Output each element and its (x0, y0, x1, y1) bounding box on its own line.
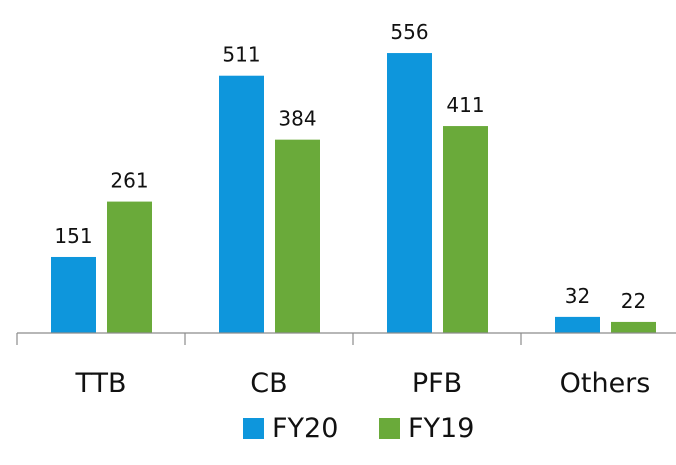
bar-fy19-others (611, 321, 656, 333)
bar-fy20-others (555, 316, 600, 333)
bar-fy20-pfb (387, 53, 432, 333)
category-label-ttb: TTB (74, 368, 126, 399)
data-label-fy19-cb: 384 (278, 107, 316, 131)
legend: FY20 FY19 (243, 413, 474, 444)
data-label-fy20-cb: 511 (222, 43, 260, 67)
data-label-fy19-ttb: 261 (110, 169, 148, 193)
bar-fy19-pfb (443, 126, 488, 334)
bar-fy19-cb (275, 139, 320, 333)
category-label-others: Others (560, 368, 651, 399)
bar-fy20-cb (219, 75, 264, 334)
legend-label-fy19: FY19 (408, 413, 474, 444)
category-labels-group: TTB CB PFB Others (74, 368, 650, 399)
data-label-fy19-pfb: 411 (446, 93, 484, 117)
bar-fy19-ttb (107, 201, 152, 333)
legend-label-fy20: FY20 (272, 413, 338, 444)
legend-swatch-fy19 (379, 418, 400, 439)
legend-swatch-fy20 (243, 418, 264, 439)
data-label-fy20-others: 32 (565, 284, 590, 308)
category-label-cb: CB (250, 368, 287, 399)
data-labels-group: 151 261 511 384 556 411 32 22 (54, 20, 646, 313)
data-label-fy20-pfb: 556 (390, 20, 428, 44)
bar-fy20-ttb (51, 256, 96, 333)
category-label-pfb: PFB (412, 368, 462, 399)
data-label-fy19-others: 22 (621, 289, 646, 313)
x-axis (16, 332, 676, 345)
data-label-fy20-ttb: 151 (54, 224, 92, 248)
bars-group (51, 53, 656, 334)
